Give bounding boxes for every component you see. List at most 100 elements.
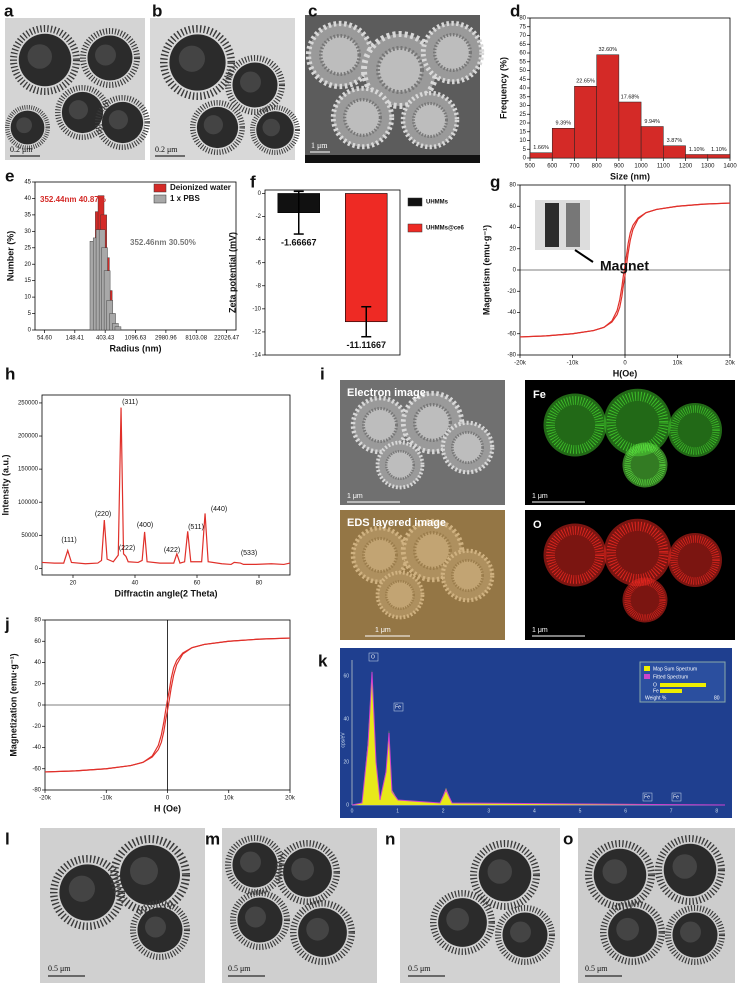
plot-frame: [264, 189, 401, 356]
y-tick-label: 0: [38, 703, 42, 709]
y-tick-label: 0: [346, 802, 349, 808]
x-tick-label: 7: [670, 808, 673, 814]
x-axis-label: H(Oe): [613, 368, 638, 378]
x-tick-label: 1: [396, 808, 399, 814]
y-tick-label: 50: [519, 68, 526, 74]
panel-letter: b: [152, 1, 162, 20]
data-label: 1.10%: [689, 147, 705, 153]
data-label: 9.94%: [644, 119, 660, 125]
chart: 0 50000 100000 150000 200000 250000 20 40 60 80 Di…: [0, 394, 291, 598]
y-tick-label: 35: [519, 94, 526, 100]
line: [44, 637, 291, 773]
peak-tag: [671, 792, 682, 802]
x-tick-label: -10k: [567, 361, 580, 367]
x-tick-label: 80: [256, 581, 263, 587]
scale-bar: 0.5 μm: [228, 964, 251, 973]
x-tick-label: 20: [70, 581, 77, 587]
chart: -80 -60 -40 -20 0 20 40 60 80 -20k -10k 0 10k 20k H(Oe…: [481, 183, 735, 379]
y-tick-label: -14: [252, 353, 261, 359]
y-tick-label: -20: [32, 724, 41, 730]
weight-label: Weight %: [645, 695, 667, 701]
y-tick-label: 80: [519, 16, 526, 22]
inset-vials: [535, 200, 594, 263]
x-axis-label: Size (nm): [610, 171, 650, 181]
y-tick-label: 70: [519, 33, 526, 39]
x-tick-label: 1100: [657, 164, 671, 170]
y-tick-label: 45: [519, 77, 526, 83]
x-tick-label: 800: [592, 164, 603, 170]
y-tick-label: -10: [252, 306, 261, 312]
data-label: 32.60%: [598, 47, 617, 53]
y-tick-label: 40: [24, 196, 31, 202]
y-tick-label: 65: [519, 42, 526, 48]
sem-c: 1 μm: [305, 15, 482, 163]
y-tick-label: 20: [343, 759, 349, 765]
x-tick-label: 600: [547, 164, 558, 170]
chart: 0 -2 -4 -6 -8 -10 -12 -14 Zeta potential (mV) -1.…: [227, 189, 465, 359]
line: [41, 407, 291, 566]
x-tick-label: 10k: [673, 361, 684, 367]
y-tick-label: -8: [256, 283, 262, 289]
x-tick-label: 1096.63: [125, 336, 147, 342]
x-tick-label: 900: [614, 164, 625, 170]
x-tick-label: 0: [623, 361, 627, 367]
y-tick-label: -80: [507, 353, 516, 359]
legend-label: Map Sum Spectrum: [653, 666, 697, 672]
annotation: (220): [95, 511, 111, 518]
y-tick-label: 45: [24, 180, 31, 186]
data-label: -1.66667: [281, 237, 317, 247]
scale-bar: 0.5 μm: [585, 964, 608, 973]
legend-swatch: [153, 183, 167, 193]
y-tick-label: 0: [523, 156, 527, 162]
peak-label: O: [371, 654, 375, 660]
x-tick-label: -10k: [100, 796, 113, 802]
y-tick-label: 35: [24, 212, 31, 218]
y-tick-label: 0: [513, 268, 517, 274]
chart: -80 -60 -40 -20 0 20 40 60 80 -20k -10k 0 10k 20k H (O…: [8, 618, 295, 814]
y-tick-label: 60: [509, 204, 516, 210]
x-tick-label: 6: [624, 808, 627, 814]
panel-letter: i: [320, 364, 325, 383]
data-label: -11.11667: [346, 340, 386, 350]
legend-label: Fitted Spectrum: [653, 674, 688, 680]
y-tick-label: -40: [32, 745, 41, 751]
y-tick-label: 40: [509, 225, 516, 231]
y-tick-label: 10: [24, 295, 31, 301]
panel-letter: e: [5, 166, 14, 185]
x-tick-label: 10k: [224, 796, 235, 802]
y-label: cps/eV: [340, 732, 346, 748]
panel-letter: l: [5, 829, 10, 848]
y-tick-label: 25: [24, 245, 31, 251]
plot-frame: [34, 181, 237, 331]
legend-label: Deionized water: [170, 183, 231, 192]
y-tick-label: 40: [519, 86, 526, 92]
scale-bar: 1 μm: [375, 627, 391, 634]
y-tick-label: 50000: [21, 533, 38, 539]
bar: [345, 193, 388, 323]
y-tick-label: 55: [519, 59, 526, 65]
y-tick-label: 40: [343, 716, 349, 722]
x-tick-label: 2: [442, 808, 445, 814]
chart: 0 5 10 15 20 25 30 35 40 45 50 55 60 65 70 75 80 500 600 70…: [498, 16, 737, 182]
annotation: (400): [137, 522, 153, 529]
y-axis-label: Intensity (a.u.): [0, 454, 10, 515]
annotation: 352.44nm 40.87%: [40, 195, 106, 204]
panel-letter: c: [308, 1, 317, 20]
x-tick-label: 60: [194, 581, 201, 587]
y-tick-label: -20: [507, 289, 516, 295]
tem-b: 0.2 μm: [150, 18, 298, 160]
line: [519, 202, 731, 338]
y-tick-label: 250000: [18, 401, 39, 407]
map-title: Fe: [533, 389, 546, 401]
y-tick-label: 100000: [18, 500, 39, 506]
x-tick-label: -20k: [39, 796, 52, 802]
legend-swatch: [153, 194, 167, 204]
y-tick-label: -4: [256, 237, 262, 243]
panel-letter: o: [563, 829, 573, 848]
y-tick-label: 40: [34, 660, 41, 666]
legend-swatch: [407, 223, 423, 233]
panel-letter: j: [4, 614, 10, 633]
panel-letter: a: [4, 1, 14, 20]
y-tick-label: 30: [24, 229, 31, 235]
